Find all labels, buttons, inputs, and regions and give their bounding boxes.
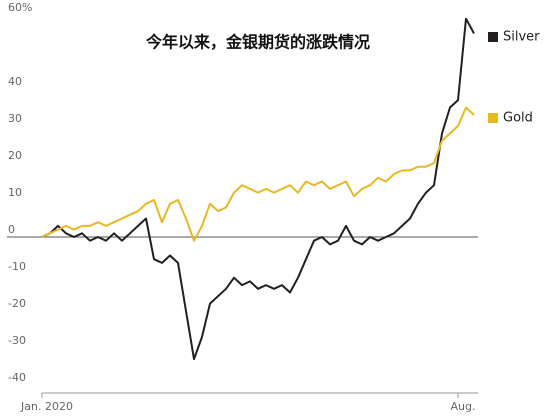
line-series [41, 17, 475, 361]
y-tick-label: 0 [8, 223, 15, 236]
y-tick-label: -40 [8, 371, 26, 384]
y-tick-label: -10 [8, 260, 26, 273]
y-tick-label: 60% [8, 1, 32, 14]
legend-label: Silver [503, 30, 540, 45]
legend-label: Gold [503, 111, 533, 126]
y-tick-label: 40 [8, 75, 22, 88]
y-tick-label: -20 [8, 297, 26, 310]
line-series [41, 106, 475, 242]
y-tick-label: 10 [8, 186, 22, 199]
legend-swatch [488, 113, 498, 123]
x-tick-label: Aug. [451, 400, 476, 413]
legend-swatch [488, 32, 498, 42]
chart-title: 今年以来，金银期货的涨跌情况 [145, 33, 370, 52]
y-tick-label: -30 [8, 334, 26, 347]
y-tick-label: 20 [8, 149, 22, 162]
y-tick-label: 30 [8, 112, 22, 125]
x-tick-label: Jan. 2020 [20, 400, 73, 413]
